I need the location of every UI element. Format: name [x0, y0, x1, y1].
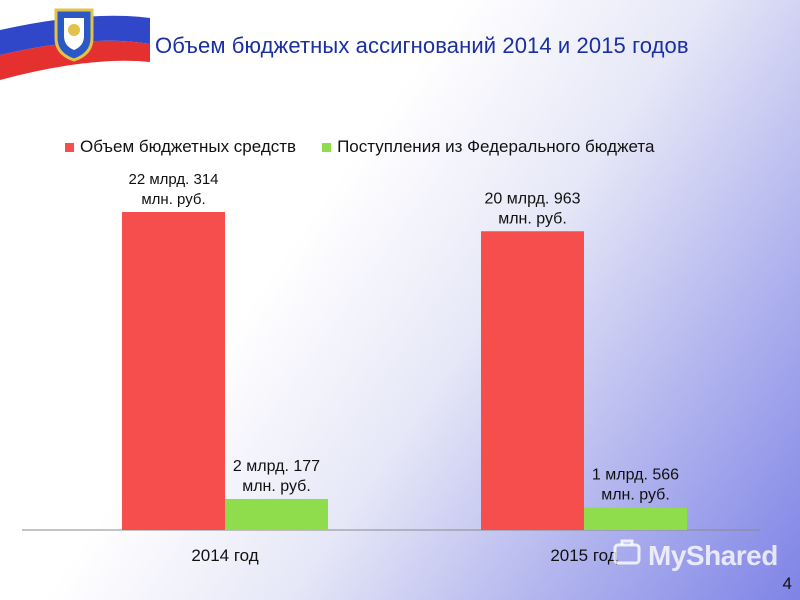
legend-item-federal: Поступления из Федерального бюджета — [322, 137, 654, 157]
legend-swatch-budget — [65, 142, 74, 152]
x-tick-label-0: 2014 год — [191, 546, 258, 565]
page-title: Объем бюджетных ассигнований 2014 и 2015… — [155, 33, 689, 58]
coat-of-arms-icon — [48, 4, 100, 62]
bar-federal-0 — [225, 498, 328, 530]
data-label-federal-0: 2 млрд. 177 млн. руб. — [233, 458, 320, 495]
watermark-text: MyShared — [648, 540, 778, 571]
bar-federal-1 — [584, 507, 687, 530]
legend-label-budget: Объем бюджетных средств — [80, 137, 297, 156]
legend-label-federal: Поступления из Федерального бюджета — [337, 137, 655, 156]
legend-swatch-federal — [322, 142, 332, 152]
data-label-budget-1: 20 млрд. 963 млн. руб. — [484, 190, 580, 227]
bar-budget-0 — [122, 212, 225, 530]
page-number: 4 — [782, 574, 792, 593]
watermark-icon — [612, 538, 642, 575]
data-label-federal-1: 1 млрд. 566 млн. руб. — [592, 467, 679, 504]
chart-legend: Объем бюджетных средств Поступления из Ф… — [65, 136, 760, 158]
bar-budget-1 — [481, 231, 584, 530]
legend-item-budget: Объем бюджетных средств — [65, 137, 296, 157]
watermark: MyShared — [612, 536, 782, 576]
x-tick-label-1: 2015 год — [550, 546, 617, 565]
flag-decoration — [0, 0, 150, 80]
data-label-budget-0: 22 млрд. 314 млн. руб. — [128, 171, 218, 208]
